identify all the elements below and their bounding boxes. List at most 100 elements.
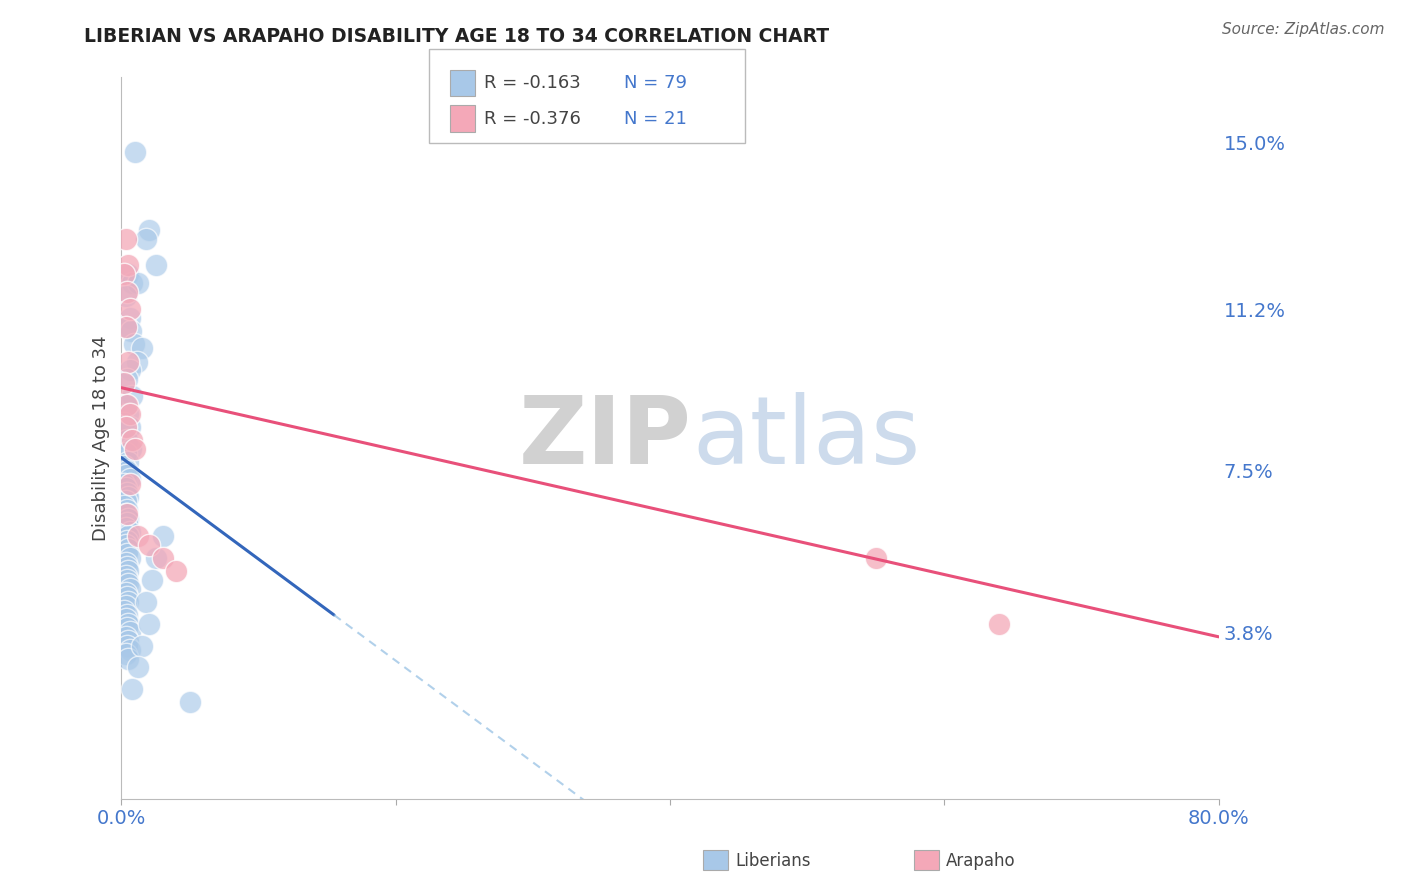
Point bbox=[131, 342, 153, 356]
Point bbox=[115, 607, 138, 622]
Point bbox=[114, 648, 136, 662]
Point bbox=[112, 267, 135, 281]
Point bbox=[125, 354, 148, 368]
Point bbox=[117, 512, 139, 526]
Point bbox=[118, 551, 141, 566]
Point bbox=[117, 354, 139, 368]
Point bbox=[117, 407, 139, 421]
Point bbox=[118, 473, 141, 487]
Point bbox=[115, 573, 138, 587]
Point bbox=[114, 289, 136, 303]
Text: Arapaho: Arapaho bbox=[946, 852, 1017, 870]
Point bbox=[117, 529, 139, 543]
Point bbox=[165, 564, 187, 578]
Point bbox=[118, 420, 141, 434]
Point bbox=[114, 556, 136, 570]
Point bbox=[115, 398, 138, 412]
Point bbox=[124, 442, 146, 456]
Point bbox=[121, 276, 143, 290]
Point bbox=[117, 595, 139, 609]
Point bbox=[114, 232, 136, 246]
Point bbox=[115, 464, 138, 478]
Point bbox=[118, 407, 141, 421]
Point bbox=[114, 520, 136, 534]
Point bbox=[135, 595, 157, 609]
Point bbox=[115, 547, 138, 561]
Point bbox=[114, 398, 136, 412]
Point bbox=[117, 651, 139, 665]
Point bbox=[112, 499, 135, 513]
Point bbox=[115, 639, 138, 653]
Text: N = 79: N = 79 bbox=[624, 74, 688, 92]
Point bbox=[115, 485, 138, 500]
Text: LIBERIAN VS ARAPAHO DISABILITY AGE 18 TO 34 CORRELATION CHART: LIBERIAN VS ARAPAHO DISABILITY AGE 18 TO… bbox=[84, 27, 830, 45]
Point bbox=[118, 301, 141, 316]
Point bbox=[115, 591, 138, 605]
Point bbox=[179, 695, 201, 709]
Text: Source: ZipAtlas.com: Source: ZipAtlas.com bbox=[1222, 22, 1385, 37]
Point bbox=[118, 476, 141, 491]
Point bbox=[131, 639, 153, 653]
Point bbox=[145, 258, 167, 272]
Point bbox=[145, 551, 167, 566]
Point bbox=[114, 586, 136, 600]
Point bbox=[115, 285, 138, 299]
Point bbox=[135, 232, 157, 246]
Point bbox=[118, 310, 141, 325]
Point bbox=[138, 538, 160, 552]
Text: N = 21: N = 21 bbox=[624, 110, 688, 128]
Point bbox=[127, 529, 149, 543]
Point bbox=[114, 568, 136, 582]
Point bbox=[115, 560, 138, 574]
Point bbox=[117, 267, 139, 281]
Point bbox=[114, 319, 136, 334]
Point bbox=[988, 616, 1011, 631]
Point bbox=[118, 524, 141, 539]
Point bbox=[152, 551, 174, 566]
Point bbox=[114, 612, 136, 626]
Point bbox=[117, 542, 139, 557]
Point bbox=[112, 476, 135, 491]
Point bbox=[138, 616, 160, 631]
Point bbox=[122, 337, 145, 351]
Point bbox=[117, 564, 139, 578]
Point bbox=[117, 455, 139, 469]
Text: R = -0.376: R = -0.376 bbox=[484, 110, 581, 128]
Point bbox=[115, 621, 138, 635]
Point bbox=[117, 616, 139, 631]
Point bbox=[121, 682, 143, 697]
Text: ZIP: ZIP bbox=[519, 392, 692, 484]
Point bbox=[127, 276, 149, 290]
Point bbox=[117, 577, 139, 591]
Y-axis label: Disability Age 18 to 34: Disability Age 18 to 34 bbox=[93, 335, 110, 541]
Point bbox=[118, 582, 141, 596]
Point bbox=[124, 145, 146, 159]
Point bbox=[115, 533, 138, 548]
Point bbox=[118, 643, 141, 657]
Point bbox=[117, 258, 139, 272]
Point bbox=[114, 494, 136, 508]
Point bbox=[117, 490, 139, 504]
Point bbox=[152, 529, 174, 543]
Point bbox=[115, 319, 138, 334]
Point bbox=[120, 324, 142, 338]
Point bbox=[114, 481, 136, 495]
Point bbox=[118, 625, 141, 640]
Text: Liberians: Liberians bbox=[735, 852, 811, 870]
Point bbox=[112, 416, 135, 430]
Point bbox=[114, 468, 136, 483]
Point bbox=[114, 538, 136, 552]
Point bbox=[865, 551, 887, 566]
Point bbox=[114, 420, 136, 434]
Point bbox=[141, 573, 163, 587]
Point bbox=[112, 459, 135, 474]
Point bbox=[114, 508, 136, 522]
Point bbox=[114, 446, 136, 460]
Point bbox=[115, 508, 138, 522]
Point bbox=[127, 660, 149, 674]
Point bbox=[138, 223, 160, 237]
Text: R = -0.163: R = -0.163 bbox=[484, 74, 581, 92]
Text: atlas: atlas bbox=[692, 392, 921, 484]
Point bbox=[117, 634, 139, 648]
Point bbox=[121, 389, 143, 403]
